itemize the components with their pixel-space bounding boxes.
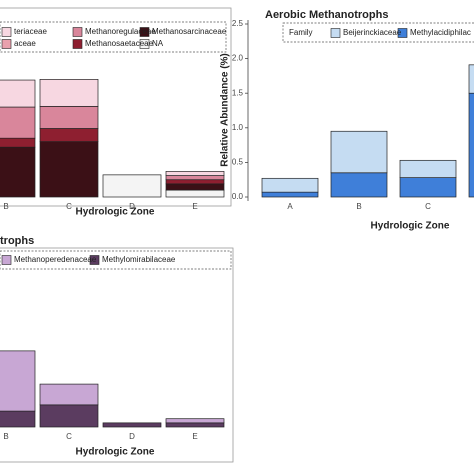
legend-label: Methanoregulaceae	[85, 27, 156, 36]
y-tick-label: 2.0	[232, 54, 244, 63]
bar-segment	[330, 172, 388, 198]
y-tick-label: 2.5	[232, 19, 244, 28]
bar-segment	[39, 141, 99, 198]
legend-label: Methanoperedenaceae	[14, 255, 97, 264]
legend-label: NA	[152, 39, 164, 48]
bar-segment	[0, 137, 36, 148]
legend-swatch	[139, 27, 150, 37]
legend-swatch	[89, 255, 100, 265]
bar-segment	[102, 174, 162, 198]
legend-label: Methanosarcinaceae	[152, 27, 227, 36]
bar-segment	[39, 404, 99, 428]
x-tick-label: B	[3, 202, 8, 211]
legend-title: Family	[289, 28, 313, 37]
panel-frame	[0, 247, 234, 463]
legend-swatch	[139, 39, 150, 49]
x-tick-label: B	[356, 202, 361, 211]
bar-segment	[399, 159, 457, 178]
x-tick-label: A	[287, 202, 293, 211]
legend-label: aceae	[14, 39, 36, 48]
legend-label: Methylacidiphilac	[410, 28, 471, 37]
x-tick-label: E	[192, 202, 197, 211]
bar-segment	[261, 177, 319, 193]
legend-label: Methanosaetaceae	[85, 39, 154, 48]
legend-swatch	[72, 39, 83, 49]
legend-swatch	[1, 255, 12, 265]
bar-segment	[165, 171, 225, 176]
bar-segment	[0, 350, 36, 412]
bar-segment	[165, 179, 225, 185]
bar-segment	[330, 130, 388, 174]
bar-segment	[468, 64, 474, 94]
bar-segment	[39, 128, 99, 142]
x-tick-label: C	[66, 432, 72, 441]
panel-frame	[0, 7, 232, 207]
bar-segment	[261, 191, 319, 198]
y-tick-label: 0.5	[232, 158, 244, 167]
bar-segment	[468, 92, 474, 198]
legend-swatch	[1, 39, 12, 49]
legend-swatch	[397, 28, 408, 38]
x-tick-label: B	[3, 432, 8, 441]
y-tick-label: 0.0	[232, 192, 244, 201]
y-tick-label: 1.0	[232, 123, 244, 132]
chart-title: Aerobic Methanotrophs	[265, 9, 388, 21]
bar-segment	[165, 183, 225, 191]
legend-label: Beijerinckiaceae	[343, 28, 402, 37]
x-tick-label: C	[425, 202, 431, 211]
chart-title: trophs	[0, 235, 34, 247]
x-axis-title: Hydrologic Zone	[371, 221, 450, 232]
y-axis-title: Relative Abundance (%)	[220, 53, 231, 167]
x-axis-title: Hydrologic Zone	[76, 447, 155, 458]
bar-segment	[165, 418, 225, 424]
bar-segment	[165, 422, 225, 428]
bar-segment	[39, 383, 99, 406]
bar-segment	[165, 189, 225, 198]
legend-box	[0, 21, 227, 53]
bar-segment	[0, 79, 36, 108]
bar-segment	[102, 422, 162, 428]
bar-segment	[0, 146, 36, 198]
legend-swatch	[72, 27, 83, 37]
legend-label: teriaceae	[14, 27, 47, 36]
legend-label: Methylomirabilaceae	[102, 255, 176, 264]
bar-segment	[0, 106, 36, 139]
x-tick-label: D	[129, 202, 135, 211]
legend-box	[0, 250, 232, 270]
legend-swatch	[1, 27, 12, 37]
legend-swatch	[330, 28, 341, 38]
bar-segment	[165, 175, 225, 181]
bar-segment	[0, 410, 36, 428]
bar-segment	[39, 79, 99, 107]
x-tick-label: E	[192, 432, 197, 441]
bar-segment	[399, 177, 457, 198]
x-tick-label: C	[66, 202, 72, 211]
x-tick-label: D	[129, 432, 135, 441]
x-axis-title: Hydrologic Zone	[76, 207, 155, 218]
bar-segment	[39, 105, 99, 129]
y-tick-label: 1.5	[232, 88, 244, 97]
